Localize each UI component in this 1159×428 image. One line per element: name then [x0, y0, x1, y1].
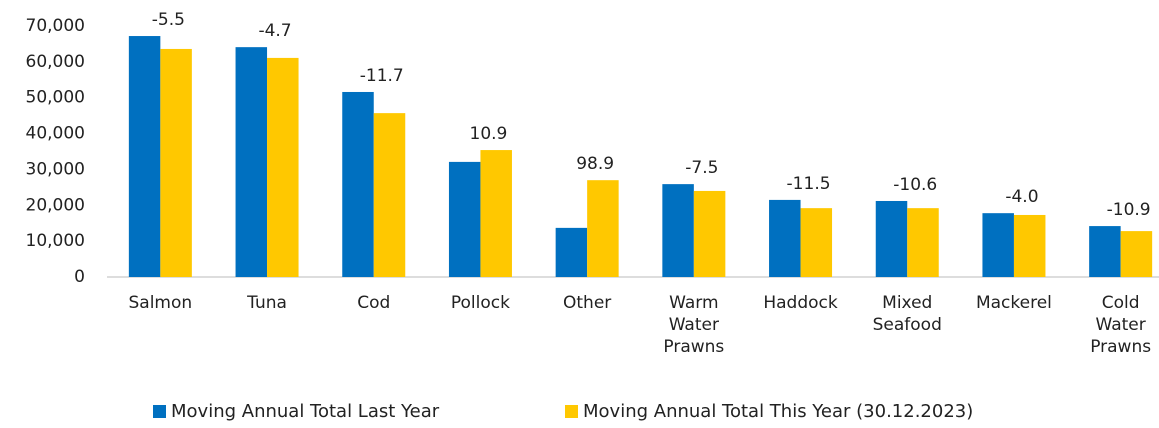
- bar: [1089, 226, 1121, 277]
- y-tick-label: 0: [74, 267, 85, 287]
- bar: [587, 180, 619, 277]
- bar: [448, 161, 481, 277]
- bar: [267, 57, 299, 277]
- bar: [373, 113, 406, 277]
- y-tick-label: 20,000: [26, 195, 85, 215]
- x-tick-label: Salmon: [128, 293, 193, 313]
- change-label: -11.5: [787, 174, 831, 194]
- y-tick-label: 70,000: [26, 16, 85, 36]
- change-label: 98.9: [576, 154, 614, 174]
- change-label: -10.9: [1107, 200, 1151, 220]
- bar: [800, 208, 833, 277]
- bar: [875, 200, 908, 277]
- bar: [342, 91, 374, 277]
- bar: [480, 150, 512, 277]
- legend-swatch: [153, 405, 166, 418]
- x-tick-label: Pollock: [450, 293, 510, 313]
- y-tick-label: 30,000: [26, 159, 85, 179]
- change-label: 10.9: [470, 124, 508, 144]
- bar: [160, 48, 192, 277]
- legend-label: Moving Annual Total This Year (30.12.202…: [583, 401, 973, 422]
- y-tick-label: 50,000: [26, 88, 85, 108]
- x-tick-label-box: Cold Water Prawns: [1090, 293, 1152, 357]
- change-label: -4.0: [1005, 187, 1038, 207]
- bar: [235, 47, 268, 277]
- legend-label: Moving Annual Total Last Year: [171, 401, 440, 422]
- x-tick-label: Mixed Seafood: [872, 293, 942, 335]
- x-tick-label-box: Tuna: [247, 293, 287, 313]
- y-tick-label: 40,000: [26, 124, 85, 144]
- x-tick-label-box: Haddock: [763, 293, 838, 313]
- x-tick-label-box: Mixed Seafood: [872, 293, 942, 335]
- bar: [662, 184, 694, 277]
- x-tick-label-box: Salmon: [128, 293, 193, 313]
- bar: [982, 213, 1014, 277]
- y-tick-label: 10,000: [26, 231, 85, 251]
- bar: [1013, 214, 1046, 277]
- x-tick-label: Cod: [357, 293, 391, 313]
- x-tick-label-box: Other: [563, 293, 612, 313]
- change-label: -4.7: [258, 21, 291, 41]
- bar: [693, 190, 726, 277]
- x-tick-label-box: Pollock: [450, 293, 510, 313]
- change-label: -11.7: [360, 66, 404, 86]
- x-tick-label: Mackerel: [975, 293, 1052, 313]
- y-tick-label: 60,000: [26, 52, 85, 72]
- bar: [555, 227, 588, 277]
- x-tick-label: Tuna: [247, 293, 287, 313]
- x-tick-label: Cold Water Prawns: [1090, 293, 1152, 357]
- x-tick-label: Haddock: [763, 293, 838, 313]
- x-tick-label-box: Cod: [357, 293, 391, 313]
- bar: [769, 199, 801, 277]
- bar: [128, 36, 161, 277]
- x-tick-label: Warm Water Prawns: [663, 293, 725, 357]
- bar: [1120, 231, 1153, 277]
- change-label: -7.5: [685, 158, 718, 178]
- legend-swatch: [565, 405, 578, 418]
- x-tick-label: Other: [563, 293, 612, 313]
- change-label: -10.6: [893, 175, 937, 195]
- bar: [907, 208, 939, 277]
- change-label: -5.5: [152, 10, 185, 30]
- x-tick-label-box: Warm Water Prawns: [663, 293, 725, 357]
- x-tick-label-box: Mackerel: [975, 293, 1052, 313]
